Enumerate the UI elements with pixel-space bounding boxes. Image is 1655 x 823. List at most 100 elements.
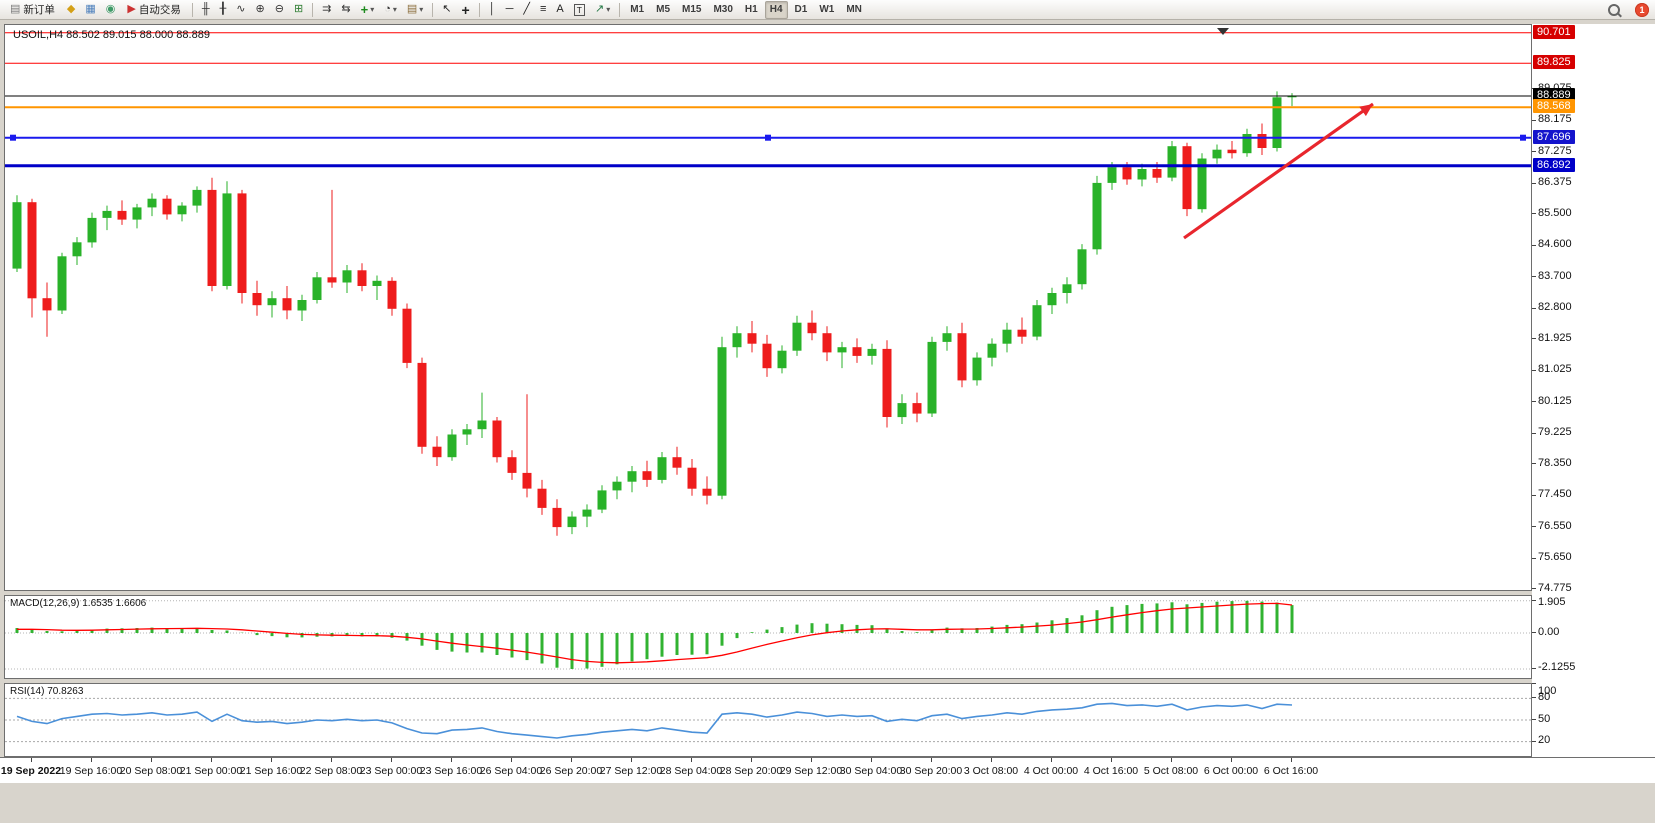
data-window-icon: ▦: [85, 3, 96, 15]
price-chart-canvas[interactable]: [5, 25, 1531, 590]
indicators-button[interactable]: + ▾: [357, 1, 379, 19]
macd-label: MACD(12,26,9) 1.6535 1.6606: [10, 598, 147, 609]
price-badge-87.696: 87.696: [1533, 130, 1575, 144]
price-axis-label: 81.025: [1538, 363, 1572, 375]
text-label-button[interactable]: T: [570, 1, 589, 19]
dropdown-caret-icon: ▾: [419, 5, 424, 14]
time-axis-label: 19 Sep 16:00: [59, 765, 123, 777]
time-axis-label: 28 Sep 20:00: [719, 765, 783, 777]
axis-tick: [1532, 719, 1536, 720]
timeframe-mn-button[interactable]: MN: [846, 4, 862, 15]
price-axis-label: 81.925: [1538, 332, 1572, 344]
price-axis-label: 75.650: [1538, 551, 1572, 563]
macd-axis-label: -2.1255: [1538, 661, 1576, 673]
axis-tick: [1532, 558, 1536, 559]
time-axis[interactable]: 19 Sep 2022 19 Sep 16:00 20 Sep 08:00 21 Se…: [0, 757, 1655, 783]
templates-button[interactable]: ▤ ▾: [403, 1, 427, 19]
tile-windows-icon: ⊞: [293, 3, 304, 15]
timeframe-h1-button[interactable]: H1: [744, 4, 758, 15]
market-watch-button[interactable]: ◆: [63, 1, 79, 19]
shapes-button[interactable]: ↗ ▾: [591, 1, 614, 19]
dropdown-caret-icon: ▾: [392, 5, 397, 14]
macd-histogram: [15, 600, 1294, 669]
timeframe-m30-button[interactable]: M30: [713, 4, 733, 15]
trendline-button[interactable]: ╱: [519, 1, 534, 19]
trend-arrow-annotation[interactable]: [1183, 102, 1374, 240]
rsi-axis-label: 100: [1538, 685, 1557, 697]
time-tick: [1231, 758, 1232, 762]
chart-title: USOIL,H4 88.502 89.015 88.000 88.889: [13, 29, 210, 41]
axis-tick: [1532, 433, 1536, 434]
candlestick-icon: ╂: [219, 3, 227, 15]
auto-scroll-button[interactable]: ⇉: [318, 1, 335, 19]
time-axis-label: 20 Sep 08:00: [119, 765, 183, 777]
price-axis-label: 77.450: [1538, 488, 1572, 500]
text-button[interactable]: A: [552, 1, 567, 19]
vertical-line-button[interactable]: │: [485, 1, 500, 19]
axis-tick: [1532, 588, 1536, 589]
price-chart-panel[interactable]: USOIL,H4 88.502 89.015 88.000 88.889: [4, 24, 1532, 591]
crosshair-button[interactable]: +: [458, 1, 474, 19]
zoom-in-button[interactable]: ⊕: [252, 1, 269, 19]
auto-trading-button[interactable]: ▶ 自动交易: [121, 1, 186, 19]
time-tick: [811, 758, 812, 762]
rsi-panel[interactable]: RSI(14) 70.8263: [4, 683, 1532, 757]
crosshair-icon: +: [461, 1, 470, 18]
periods-button[interactable]: ◔ ▾: [380, 1, 401, 19]
timeframe-m15-button[interactable]: M15: [682, 4, 702, 15]
fibonacci-button[interactable]: ≡: [536, 1, 550, 19]
navigator-icon: ◉: [105, 3, 116, 15]
time-tick: [511, 758, 512, 762]
price-line-87.696[interactable]: [5, 134, 1531, 141]
price-axis[interactable]: 89.07588.17587.27586.37585.50084.60083.7…: [1532, 24, 1655, 757]
candlesticks-layer: [12, 91, 1297, 536]
time-tick: [691, 758, 692, 762]
chart-shift-marker[interactable]: [1217, 28, 1229, 35]
auto-trading-button-label: 自动交易: [138, 4, 181, 16]
axis-tick: [1532, 213, 1536, 214]
rsi-canvas[interactable]: [5, 684, 1531, 756]
time-axis-label: 29 Sep 12:00: [779, 765, 843, 777]
timeframe-m1-button[interactable]: M1: [630, 4, 645, 15]
timeframe-w1-button[interactable]: W1: [819, 4, 835, 15]
macd-canvas[interactable]: [5, 596, 1531, 678]
price-badge-88.568: 88.568: [1533, 99, 1575, 113]
text-icon: A: [556, 3, 564, 15]
time-tick: [451, 758, 452, 762]
time-axis-label: 19 Sep 2022: [0, 765, 62, 777]
macd-panel[interactable]: MACD(12,26,9) 1.6535 1.6606: [4, 595, 1532, 679]
chart-shift-button[interactable]: ⇆: [337, 1, 354, 19]
timeframe-m5-button[interactable]: M5: [656, 4, 671, 15]
time-axis-label: 4 Oct 00:00: [1023, 765, 1079, 777]
search-icon: [1608, 3, 1620, 16]
auto-scroll-icon: ⇉: [322, 3, 332, 15]
line-chart-button[interactable]: ∿: [232, 1, 249, 19]
cursor-button[interactable]: ↖: [438, 1, 455, 19]
navigator-button[interactable]: ◉: [102, 1, 120, 19]
ohlc-bars-button[interactable]: ╫: [198, 1, 214, 19]
time-axis-label: 26 Sep 20:00: [539, 765, 603, 777]
search-button[interactable]: [1604, 1, 1624, 19]
timeframe-d1-button[interactable]: D1: [794, 4, 808, 15]
notification-badge[interactable]: 1: [1635, 2, 1649, 17]
line-chart-icon: ∿: [236, 3, 246, 15]
tile-windows-button[interactable]: ⊞: [290, 1, 307, 19]
new-order-button[interactable]: ▤ 新订单: [4, 1, 61, 19]
macd-axis-label: 1.905: [1538, 596, 1566, 608]
macd-signal-line: [17, 602, 1293, 664]
axis-tick: [1532, 183, 1536, 184]
horizontal-line-button[interactable]: ─: [502, 1, 518, 19]
axis-tick: [1532, 276, 1536, 277]
time-tick: [1291, 758, 1292, 762]
axis-tick: [1532, 338, 1536, 339]
time-axis-label: 21 Sep 00:00: [179, 765, 243, 777]
timeframe-h4-button[interactable]: H4: [764, 0, 788, 19]
time-tick: [1051, 758, 1052, 762]
zoom-out-button[interactable]: ⊖: [271, 1, 288, 19]
toolbar-separator: [619, 2, 621, 17]
data-window-button[interactable]: ▦: [81, 1, 99, 19]
candlestick-button[interactable]: ╂: [216, 1, 231, 19]
ohlc-bars-icon: ╫: [201, 3, 210, 15]
chart-shift-icon: ⇆: [341, 3, 351, 15]
trendline-icon: ╱: [523, 3, 530, 15]
